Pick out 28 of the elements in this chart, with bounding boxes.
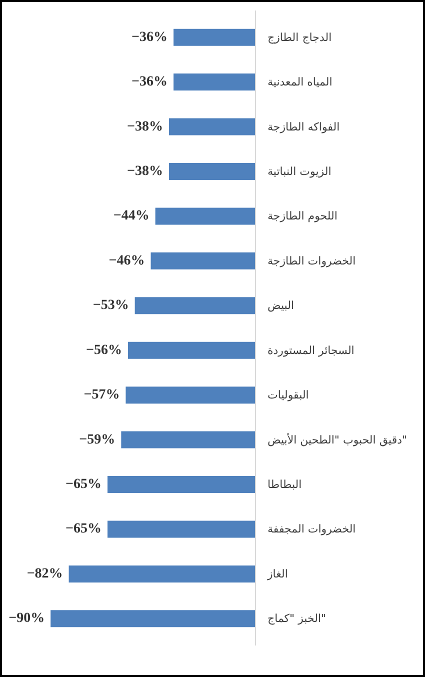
data-label: −44%	[113, 208, 150, 224]
data-label: −46%	[108, 253, 145, 268]
y-tick-label: دقيق الحبوب "الطحين الأبيض"	[268, 432, 408, 446]
y-tick-label: الخبز "كماج"	[268, 612, 326, 626]
data-label: −65%	[66, 477, 102, 492]
y-tick-label: البقوليات	[268, 388, 309, 402]
data-label: −56%	[86, 342, 122, 358]
y-tick-label: السجائر المستوردة	[268, 344, 354, 357]
data-label: −57%	[84, 388, 120, 403]
data-label: −59%	[79, 432, 116, 448]
y-tick-label: الدجاج الطازج	[268, 30, 332, 44]
data-label: −82%	[26, 566, 63, 582]
data-label: −90%	[8, 611, 45, 626]
y-tick-label: الخضروات الطازجة	[268, 254, 356, 268]
y-tick-label: المياه المعدنية	[268, 76, 332, 89]
data-label: −53%	[92, 298, 129, 314]
y-tick-label: الفواكه الطازجة	[268, 120, 340, 134]
data-label: −38%	[127, 119, 163, 134]
y-tick-label: الزيوت النباتية	[268, 164, 332, 178]
y-tick-label: اللحوم الطازجة	[268, 210, 338, 223]
data-label: −65%	[66, 522, 102, 537]
y-tick-label: الخضروات المجففة	[268, 522, 356, 536]
y-tick-label: البيض	[268, 299, 294, 312]
y-tick-label: البطاطا	[268, 478, 302, 492]
data-label: −36%	[132, 74, 168, 90]
data-label: −38%	[127, 164, 163, 179]
data-label: −36%	[132, 30, 168, 45]
y-tick-label: الغاز	[266, 567, 288, 580]
